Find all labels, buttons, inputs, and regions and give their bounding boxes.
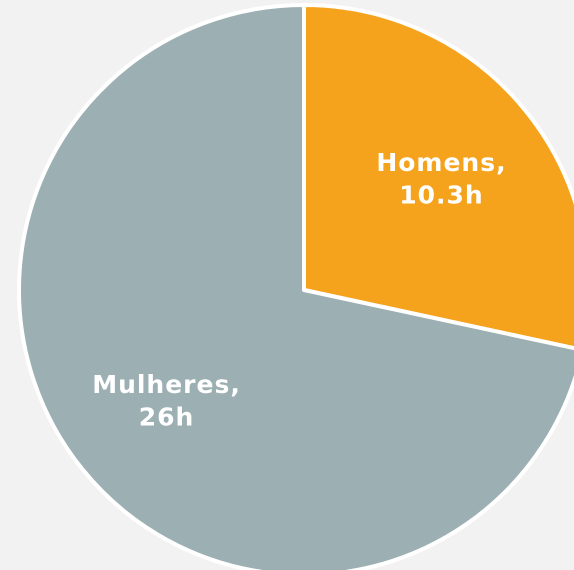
pie-slice — [17, 3, 574, 570]
pie-slice — [302, 3, 574, 351]
slice-label: Mulheres, 26h — [92, 370, 241, 432]
slice-value: 10.3h — [399, 180, 483, 209]
slice-category: Homens, — [376, 148, 506, 177]
slice-category: Mulheres, — [92, 370, 241, 399]
slice-value: 26h — [139, 403, 195, 432]
slice-label: Homens, 10.3h — [376, 148, 506, 210]
